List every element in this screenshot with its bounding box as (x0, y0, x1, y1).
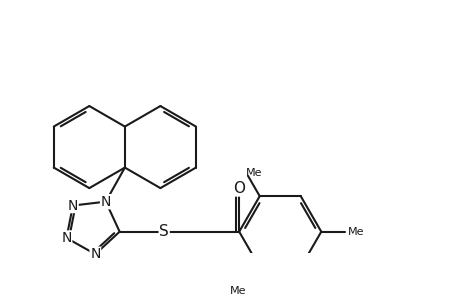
Text: N: N (61, 231, 72, 245)
Text: N: N (67, 199, 78, 212)
Text: Me: Me (246, 168, 262, 178)
Text: O: O (233, 181, 245, 196)
Text: Me: Me (229, 286, 246, 296)
Text: Me: Me (347, 227, 364, 237)
Text: S: S (159, 224, 168, 239)
Text: N: N (90, 247, 101, 261)
Text: N: N (101, 195, 111, 209)
